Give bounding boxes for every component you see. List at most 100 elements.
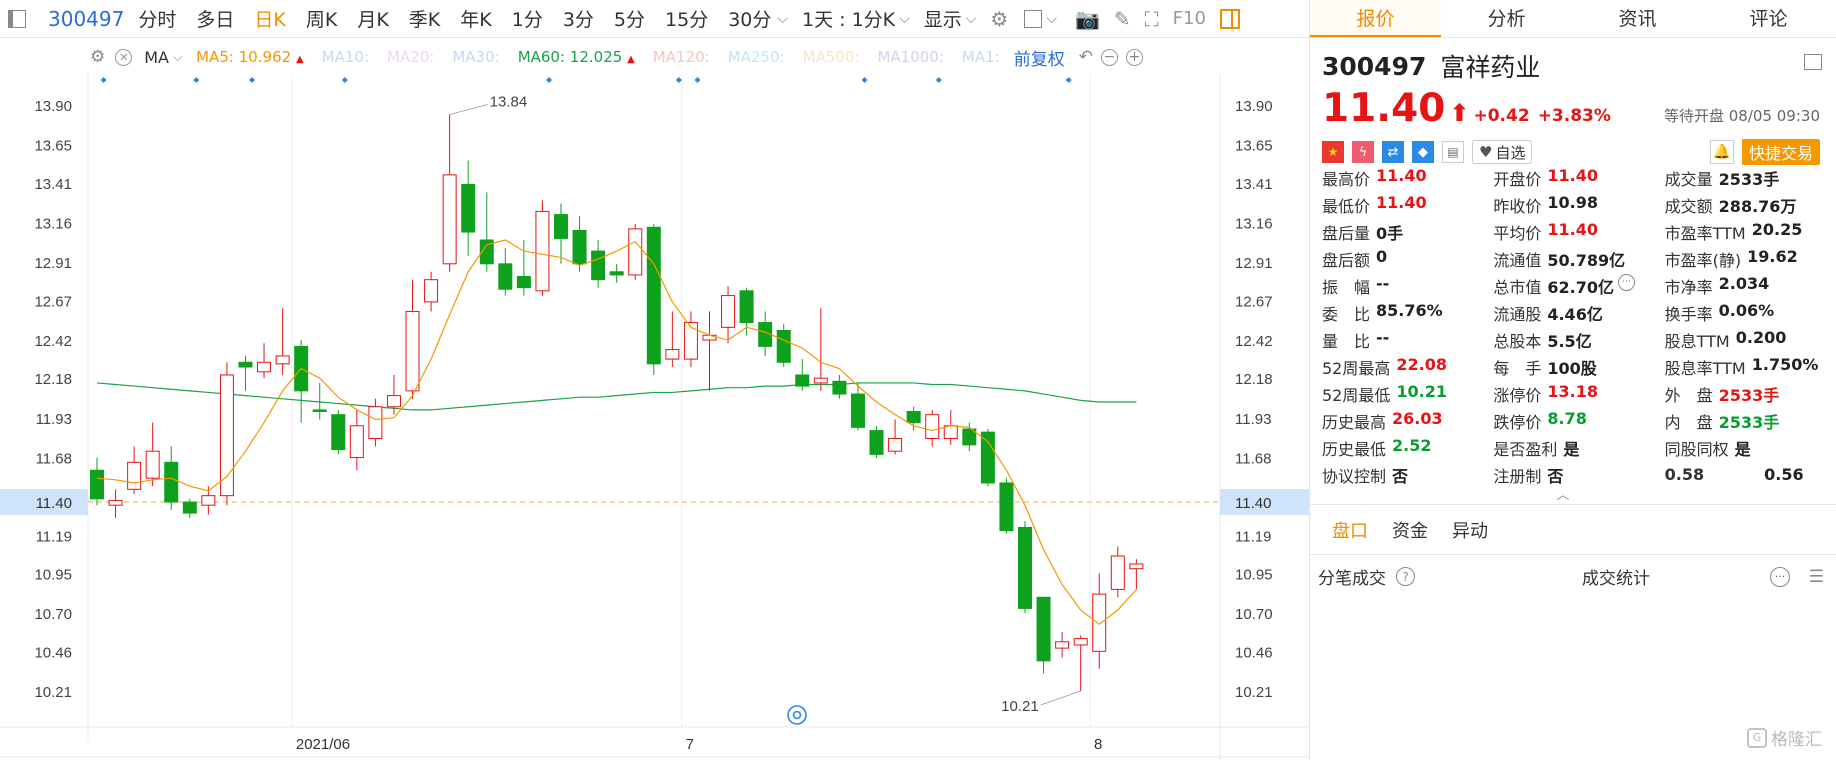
y-tick-label-right: 10.95 xyxy=(1235,566,1273,583)
tab-news[interactable]: 资讯 xyxy=(1618,8,1657,30)
candle xyxy=(442,114,457,272)
trade-stats-label[interactable]: 成交统计 xyxy=(1582,569,1650,589)
candle-body xyxy=(201,495,216,506)
price-change: +0.42 xyxy=(1473,106,1530,126)
tab-quote[interactable]: 报价 xyxy=(1310,0,1441,37)
period-tab[interactable]: 3分 xyxy=(562,9,594,31)
y-tick-label-right: 10.21 xyxy=(1235,684,1273,701)
period-tab[interactable]: 季K xyxy=(408,9,441,31)
tab-movement[interactable]: 异动 xyxy=(1452,520,1488,542)
ma-type-label[interactable]: MA xyxy=(144,47,169,67)
list-icon[interactable]: ☰ xyxy=(1808,566,1824,587)
kline-chart[interactable]: 13.90 13.90 13.65 13.65 13.41 13.41 13.16 13.16… xyxy=(0,74,1309,760)
stat-label: 涨停价 xyxy=(1493,385,1542,405)
period-tab[interactable]: 30分 xyxy=(728,9,772,31)
draw-shape-icon[interactable] xyxy=(1024,9,1043,28)
ma5-text: MA5: 10.962 xyxy=(196,48,292,66)
shuffle-icon[interactable]: ⇄ xyxy=(1382,141,1404,163)
candle xyxy=(943,409,958,445)
period-tab[interactable]: 年K xyxy=(460,9,492,31)
stat-label: 外 盘 xyxy=(1664,385,1713,405)
undo-icon[interactable]: ↶ xyxy=(1078,47,1093,67)
sidebar-toggle-icon[interactable] xyxy=(8,9,26,28)
ma20-value: MA20: xyxy=(387,48,435,66)
tab-analysis[interactable]: 分析 xyxy=(1487,8,1526,30)
period-tab[interactable]: 多日 xyxy=(196,9,235,31)
stats-row: 历史最高 26.03 跌停价 8.78 内 盘 2533手 xyxy=(1322,407,1836,434)
stat-cell: 是否盈利是 xyxy=(1493,436,1664,460)
stat-label: 股息TTM xyxy=(1664,331,1730,351)
period-tab[interactable]: 分时 xyxy=(138,9,177,31)
stat-value: 50.789亿 xyxy=(1547,250,1626,270)
note-icon[interactable]: ▤ xyxy=(1442,141,1464,163)
stats-table: 最高价 11.40 开盘价 11.40 成交量 2533手 最低价 11.40 昨收价 10.98… xyxy=(1310,164,1836,488)
zoom-out-icon[interactable]: − xyxy=(1100,48,1118,66)
pencil-icon[interactable]: ✎ xyxy=(1113,6,1131,31)
tab-capital[interactable]: 资金 xyxy=(1392,520,1428,542)
display-menu[interactable]: 显示 ⌵ xyxy=(924,5,977,32)
candle xyxy=(219,362,234,506)
watermark: G 格隆汇 xyxy=(1747,725,1822,750)
stat-label: 盘后额 xyxy=(1322,250,1371,270)
y-tick-label-right: 11.68 xyxy=(1235,451,1271,468)
ma-close-icon[interactable]: ✕ xyxy=(115,48,133,66)
candle-body xyxy=(943,425,958,439)
range-select[interactable]: 1天 : 1分K ⌵ xyxy=(802,5,910,32)
candle-body xyxy=(108,499,123,506)
fullscreen-icon[interactable]: ⛶ xyxy=(1144,6,1159,31)
chevron-down-icon[interactable]: ⌵ xyxy=(173,49,183,64)
tag-icon[interactable]: ◆ xyxy=(1412,141,1434,163)
quote-panel: 报价 分析 资讯 评论 300497 富祥药业 11.40 ⬆ +0.42 +3.83… xyxy=(1309,0,1836,760)
period-tab[interactable]: 5分 xyxy=(613,9,646,31)
candle-body xyxy=(238,361,253,368)
expand-toggle[interactable]: ︿ xyxy=(1556,488,1570,503)
adjust-select[interactable]: 前复权 xyxy=(1013,49,1065,70)
candle xyxy=(850,382,865,431)
stat-cell: 股息TTM 0.200 xyxy=(1665,328,1836,352)
quote-name: 富祥药业 xyxy=(1440,53,1541,82)
period-tab[interactable]: 15分 xyxy=(665,9,709,31)
candle xyxy=(90,457,104,506)
chevron-down-icon[interactable]: ⌵ xyxy=(777,10,789,27)
at-circle-icon[interactable] xyxy=(787,705,807,725)
candle-body xyxy=(572,229,587,265)
more-icon[interactable]: ··· xyxy=(1770,566,1790,587)
watchlist-button[interactable]: ♥ 自选 xyxy=(1472,140,1533,164)
stat-cell: 内 盘 2533手 xyxy=(1665,409,1836,433)
candle-body xyxy=(535,210,550,292)
panel-layout-icon[interactable] xyxy=(1219,8,1240,29)
period-tab[interactable]: 1分 xyxy=(511,9,543,31)
stat-value: 11.40 xyxy=(1547,219,1598,239)
ma1000-value: MA1000: xyxy=(877,48,944,66)
lightning-icon[interactable]: ϟ xyxy=(1352,141,1374,163)
settings-gear-icon[interactable]: ⚙ xyxy=(990,6,1009,31)
max-price-label: 13.84 xyxy=(490,94,528,111)
candle-body xyxy=(182,501,197,514)
period-tab[interactable]: 周K xyxy=(305,9,338,31)
trades-label[interactable]: 分笔成交 xyxy=(1318,569,1386,589)
more-icon[interactable]: ··· xyxy=(1617,273,1635,291)
stat-label: 总市值 xyxy=(1493,277,1542,297)
candle xyxy=(535,200,550,296)
period-tab[interactable]: 日K xyxy=(254,9,286,31)
quick-trade-button[interactable]: 快捷交易 xyxy=(1741,139,1820,165)
tab-comments[interactable]: 评论 xyxy=(1749,8,1788,30)
alert-bell-icon[interactable]: 🔔 xyxy=(1709,140,1734,164)
ma-settings-icon[interactable]: ⚙ xyxy=(90,47,106,67)
stat-value: 5.5亿 xyxy=(1547,331,1592,351)
zoom-in-icon[interactable]: + xyxy=(1125,48,1143,66)
stat-label: 跌停价 xyxy=(1493,412,1542,432)
arrow-up-icon: ⬆ xyxy=(1449,99,1470,127)
candle xyxy=(331,409,346,455)
f10-button[interactable]: F10 xyxy=(1172,8,1206,29)
candle xyxy=(888,419,903,455)
ma30-value: MA30: xyxy=(452,48,500,66)
tab-orderbook[interactable]: 盘口 xyxy=(1332,520,1368,542)
flag-cn-icon[interactable]: ★ xyxy=(1322,141,1344,163)
chevron-down-icon[interactable]: ⌵ xyxy=(1046,10,1057,27)
help-icon[interactable]: ? xyxy=(1396,567,1415,586)
period-tab[interactable]: 月K xyxy=(357,9,389,31)
panel-collapse-icon[interactable] xyxy=(1804,54,1822,70)
event-marker-icon xyxy=(341,77,348,83)
camera-icon[interactable]: 📷 xyxy=(1074,6,1100,31)
